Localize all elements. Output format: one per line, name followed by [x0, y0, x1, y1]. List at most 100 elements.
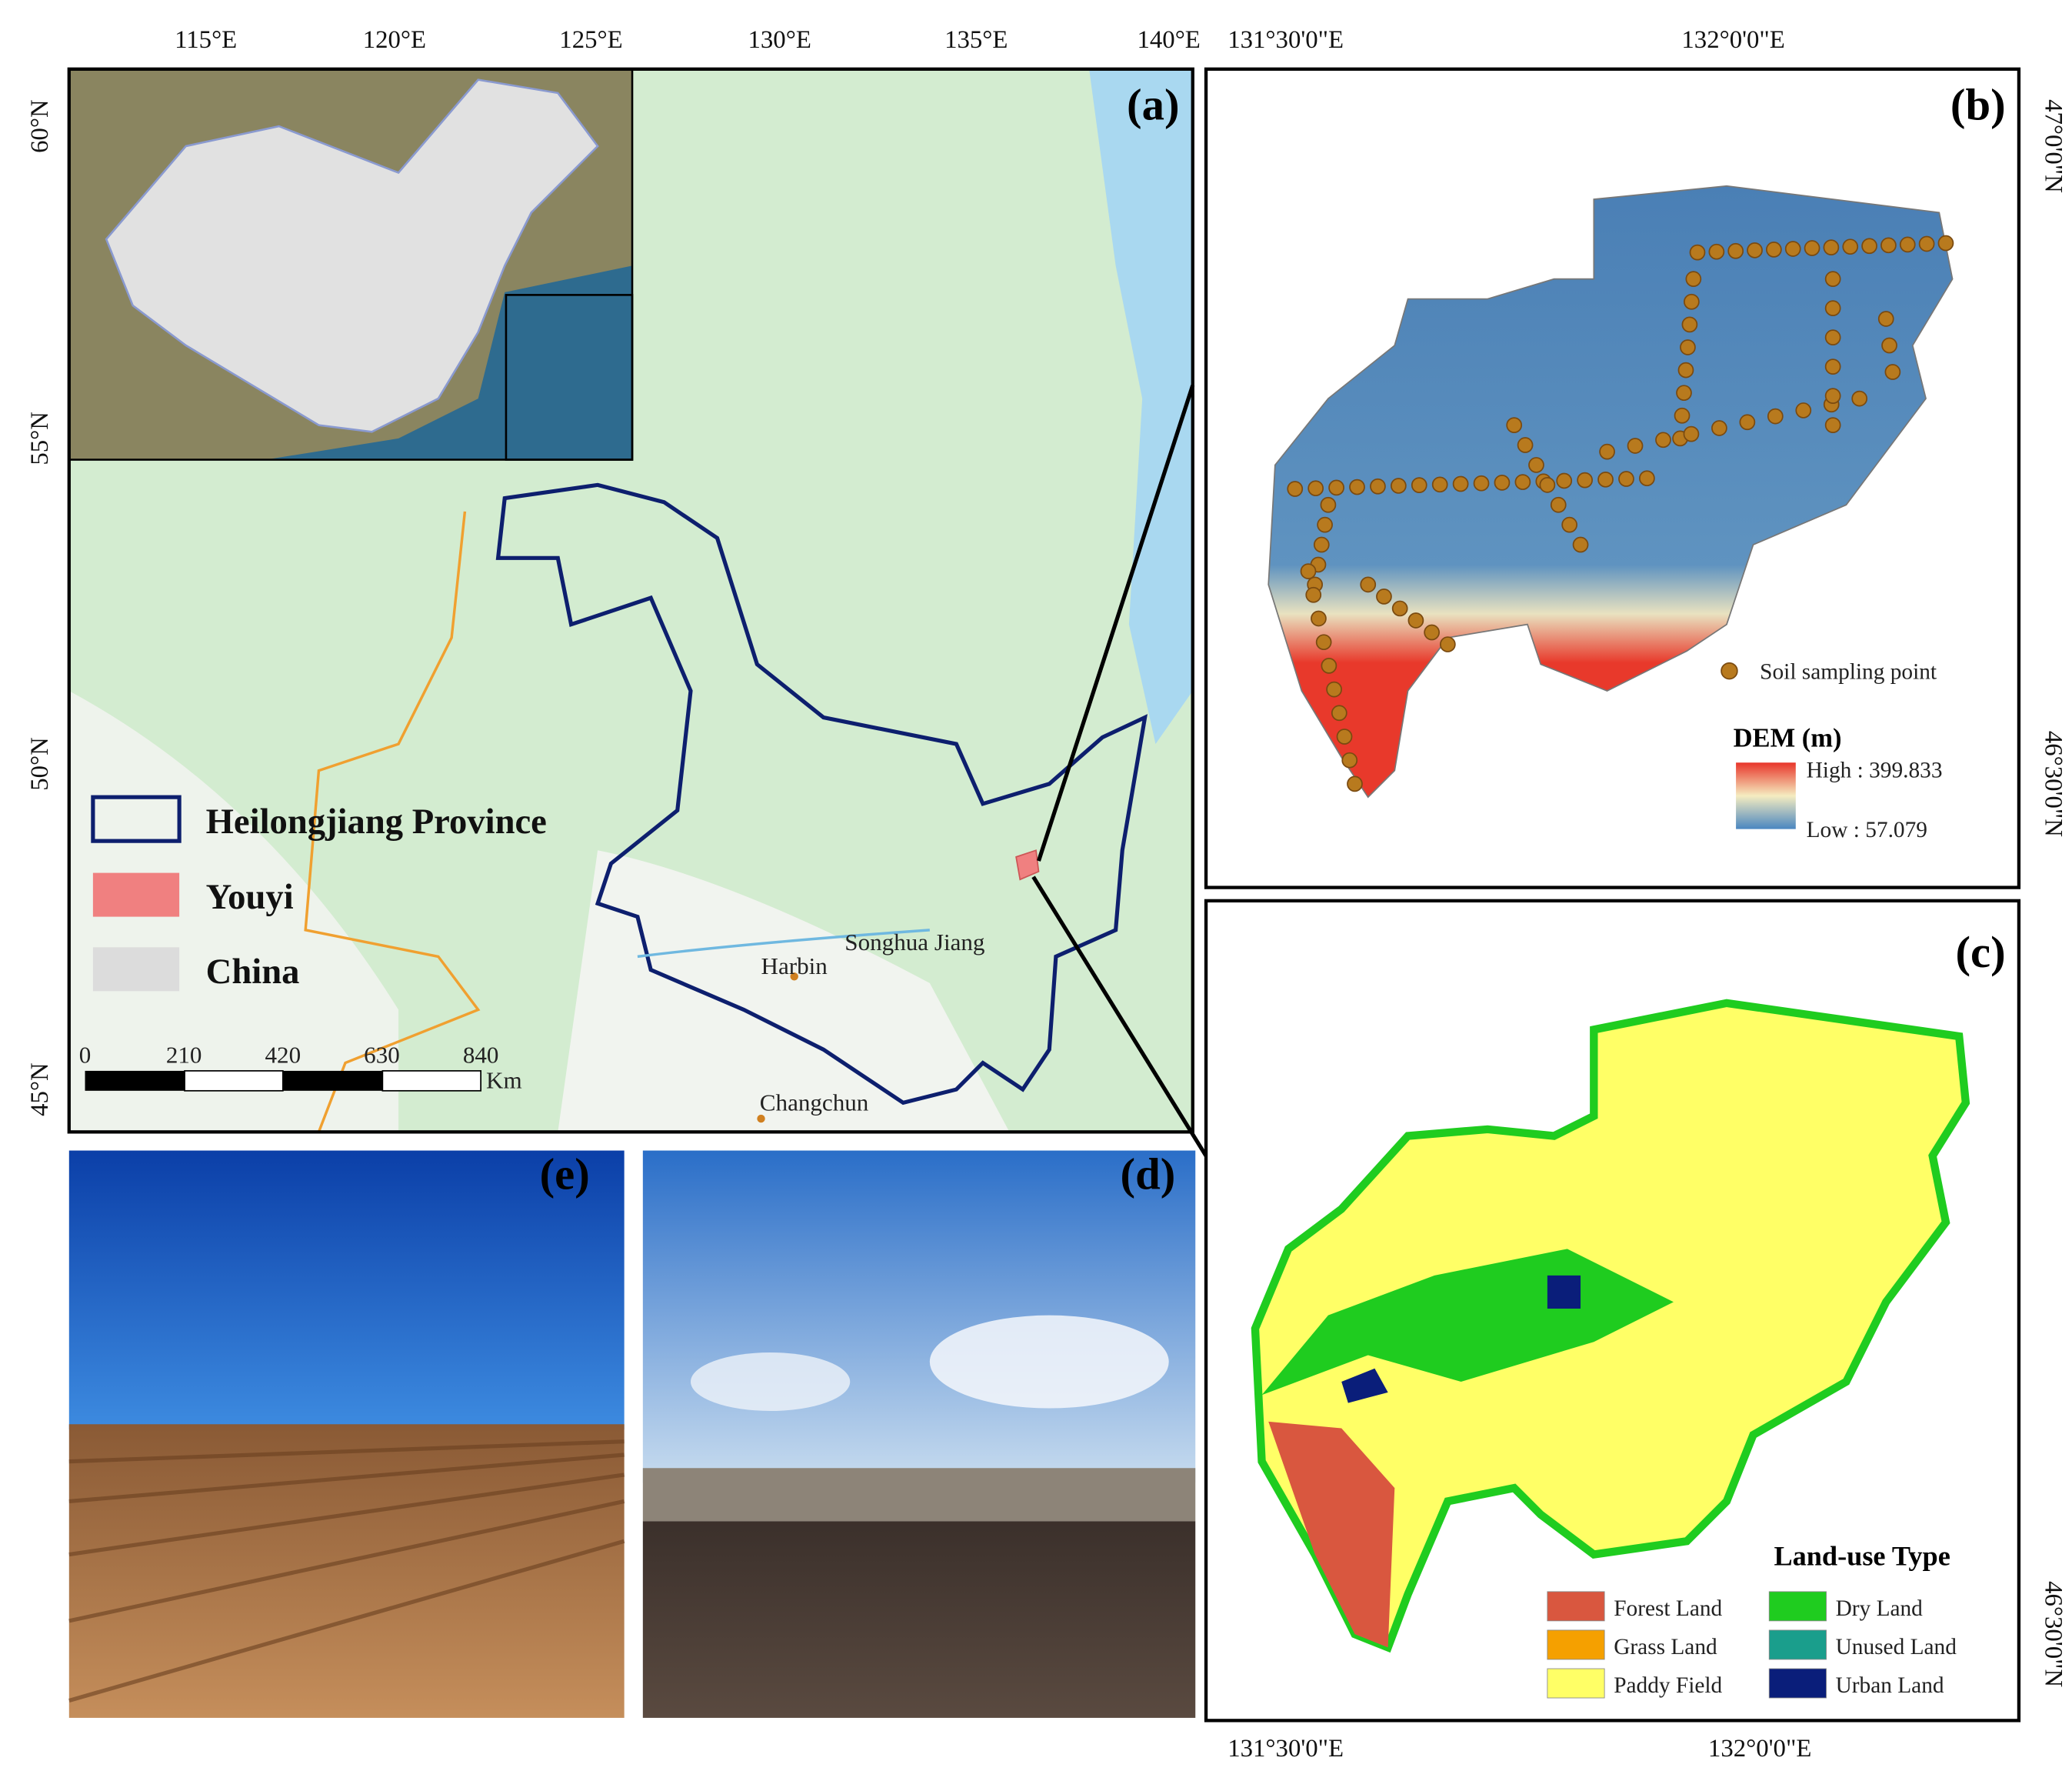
lon-tick-label: 132°0'0"E — [1681, 26, 1784, 54]
sampling-point — [1861, 238, 1877, 255]
sampling-point — [1341, 752, 1358, 769]
sampling-point — [1618, 471, 1634, 487]
legend-swatch — [1547, 1591, 1605, 1622]
sampling-point — [1627, 438, 1644, 454]
sampling-point — [1528, 457, 1544, 473]
sampling-point — [1880, 237, 1897, 254]
sampling-point — [1824, 359, 1841, 375]
sampling-point — [1313, 536, 1330, 553]
sampling-point — [1561, 516, 1578, 533]
sampling-point — [1824, 417, 1841, 433]
sampling-point — [1287, 481, 1304, 497]
sampling-point — [1597, 471, 1614, 488]
panel-label: (d) — [1121, 1149, 1176, 1199]
sampling-point — [1347, 775, 1363, 792]
scale-label: 420 — [265, 1042, 301, 1069]
place-label: Harbin — [761, 952, 828, 979]
lat-tick-label: 55°N — [26, 412, 54, 465]
legend-swatch — [1768, 1629, 1827, 1660]
legend-title: Land-use Type — [1774, 1540, 1950, 1571]
photo-d — [642, 1150, 1196, 1718]
sampling-point — [1884, 364, 1901, 380]
legend-label: Heilongjiang Province — [206, 802, 547, 842]
sampling-point — [1439, 636, 1456, 652]
sampling-point — [1747, 242, 1763, 258]
lat-tick-label: 46°30'0"N — [2039, 731, 2067, 837]
sampling-point — [1767, 408, 1784, 425]
legend-label: Grass Land — [1614, 1635, 1717, 1659]
sampling-point — [1452, 475, 1469, 492]
sampling-point — [1307, 480, 1324, 497]
sampling-point — [1599, 443, 1615, 460]
sampling-point — [1937, 235, 1954, 252]
panel-label: (b) — [1950, 79, 2006, 129]
sampling-point — [1360, 576, 1377, 593]
legend-symbol — [1721, 662, 1738, 680]
sampling-point — [1315, 634, 1332, 651]
legend-label: Paddy Field — [1614, 1673, 1722, 1698]
sampling-point — [1305, 586, 1322, 603]
sampling-point — [1689, 244, 1706, 261]
sampling-point — [1676, 385, 1692, 402]
sampling-point — [1577, 472, 1593, 489]
sampling-point — [1424, 624, 1440, 641]
legend-label: China — [206, 952, 300, 992]
scale-label: 0 — [79, 1042, 92, 1069]
sampling-point — [1320, 496, 1337, 513]
sampling-point — [1877, 311, 1894, 327]
panel-label: (a) — [1127, 79, 1179, 129]
sampling-point — [1311, 610, 1327, 627]
lon-tick-label: 125°E — [559, 26, 622, 54]
lon-tick-label: 135°E — [944, 26, 1008, 54]
lat-tick-label: 50°N — [26, 737, 54, 791]
sampling-point — [1328, 479, 1344, 496]
sampling-point — [1506, 417, 1523, 433]
lat-tick-label: 47°0'0"N — [2039, 99, 2067, 193]
sampling-point — [1824, 329, 1841, 346]
sampling-point — [1336, 729, 1353, 745]
legend-swatch — [1768, 1591, 1827, 1622]
lon-tick-label: 115°E — [175, 26, 237, 54]
sampling-point — [1766, 242, 1782, 258]
sampling-point — [1321, 658, 1337, 674]
sampling-point — [1680, 339, 1696, 355]
lon-tick-label: 130°E — [748, 26, 811, 54]
sampling-point — [1677, 362, 1694, 379]
sampling-point — [1326, 681, 1342, 698]
legend-swatch — [1547, 1629, 1605, 1660]
sampling-point — [1784, 241, 1801, 257]
sampling-point — [1349, 479, 1365, 495]
sampling-point — [1711, 420, 1727, 436]
sampling-point — [1823, 239, 1840, 255]
sampling-point — [1683, 293, 1700, 310]
sampling-point — [1391, 600, 1408, 617]
lon-tick-label: 140°E — [1138, 26, 1201, 54]
sampling-point — [1708, 243, 1725, 260]
legend-label: Forest Land — [1614, 1596, 1722, 1621]
legend-title: DEM (m) — [1734, 724, 1842, 753]
sampling-point — [1681, 316, 1698, 333]
sampling-point — [1804, 240, 1820, 256]
sampling-point — [1331, 705, 1347, 722]
scale-unit: Km — [486, 1066, 522, 1093]
lon-tick-label: 131°30'0"E — [1228, 26, 1344, 54]
sampling-point — [1881, 337, 1897, 354]
scale-label: 630 — [364, 1042, 400, 1069]
sampling-point — [1899, 236, 1916, 253]
sampling-point — [1674, 407, 1691, 424]
sampling-point — [1842, 238, 1859, 255]
sampling-point — [1300, 563, 1317, 579]
sampling-point — [1918, 235, 1935, 252]
map-a: Harbin Changchun Songhua Jiang — [68, 68, 1193, 1132]
sampling-point — [1390, 478, 1407, 494]
lat-tick-label: 46°30'0"N — [2039, 1581, 2067, 1687]
sampling-point — [1473, 475, 1490, 492]
place-label: Changchun — [760, 1089, 869, 1116]
legend-label: High : 399.833 — [1807, 758, 1943, 782]
legend-swatch — [1547, 1668, 1605, 1699]
sampling-point — [1639, 470, 1655, 487]
sampling-point — [1795, 402, 1812, 419]
sampling-point — [1370, 478, 1386, 495]
sampling-point — [1431, 476, 1448, 493]
lon-tick-label: 132°0'0"E — [1708, 1735, 1811, 1763]
